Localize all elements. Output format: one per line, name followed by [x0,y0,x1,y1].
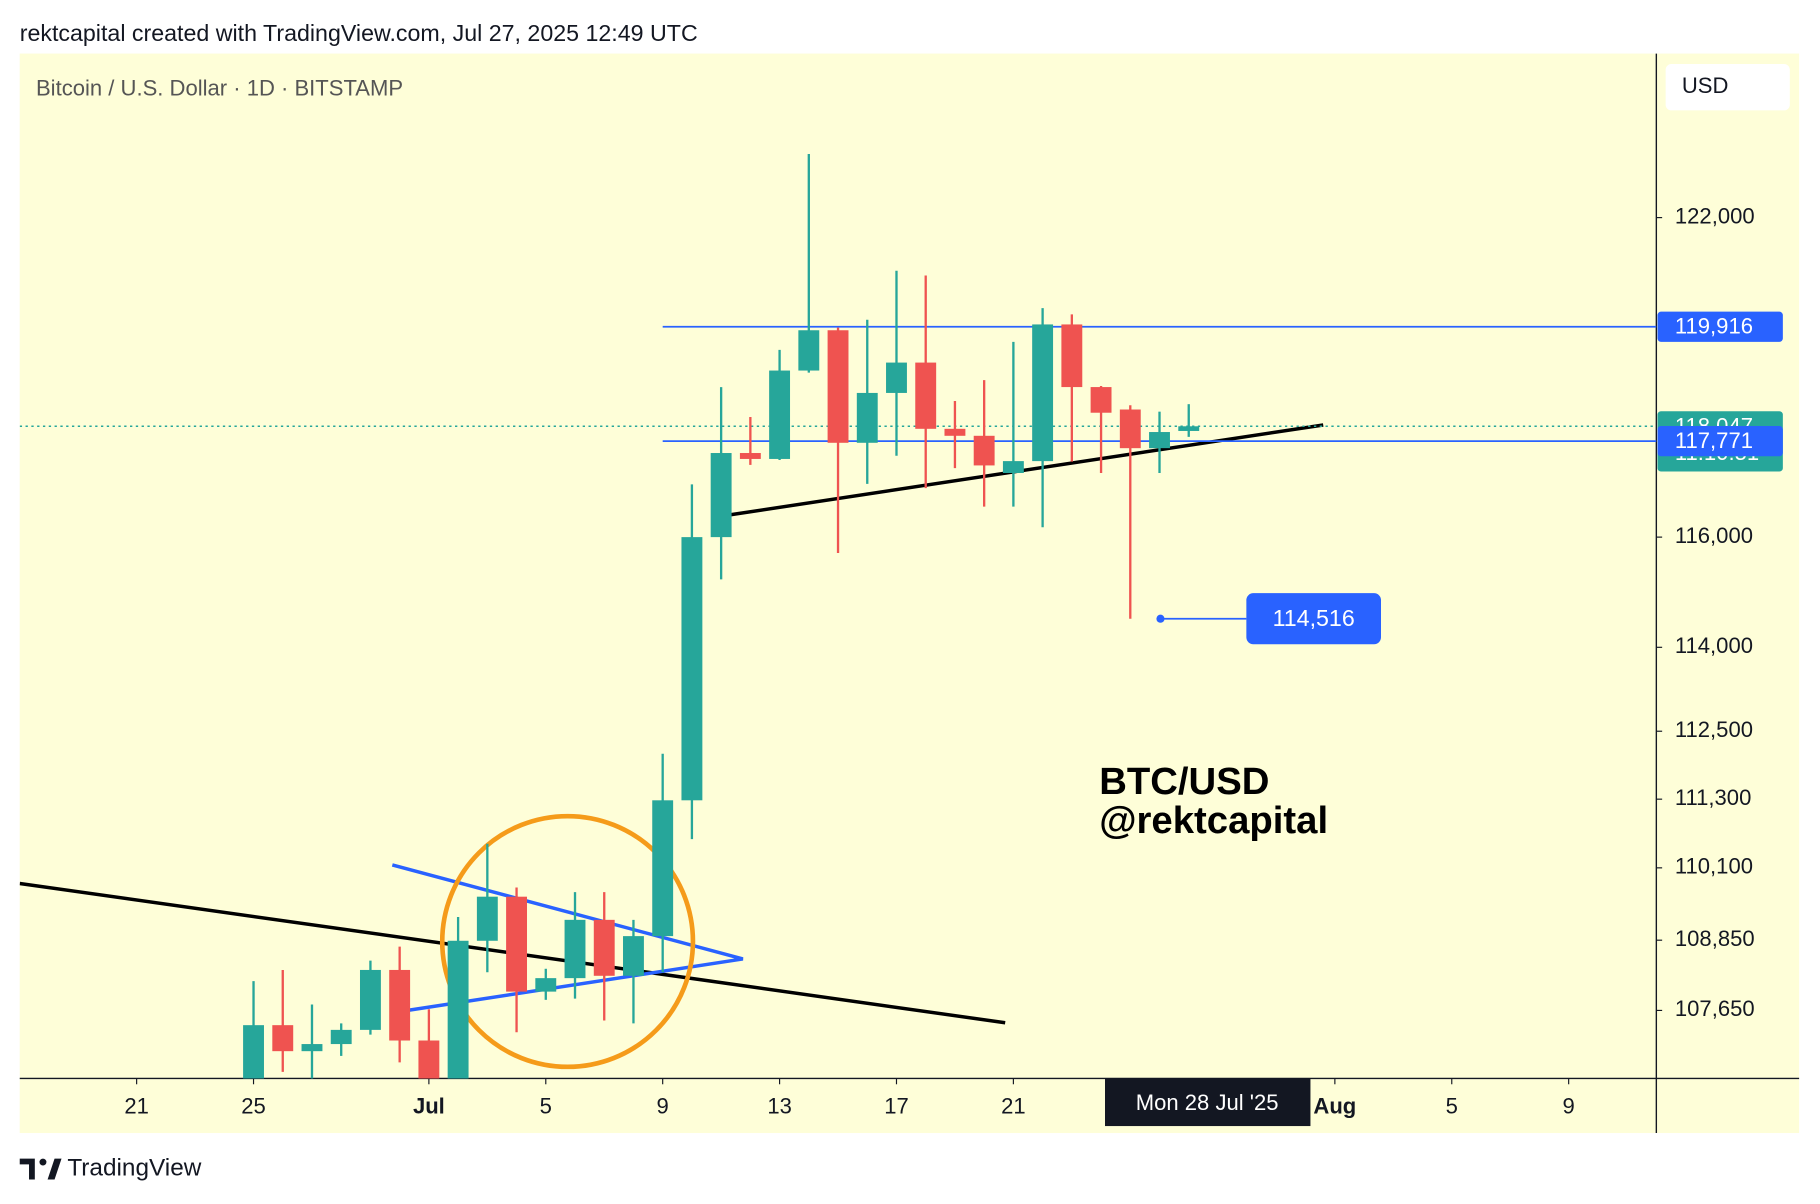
logo-icon [19,1158,62,1180]
candle-body [856,392,878,443]
highlight-circle [439,813,696,1070]
price-tag-label: 117,771 [1675,428,1753,453]
y-tick-label: 108,850 [1675,926,1755,951]
candle-body [739,453,761,459]
candle-body [564,919,586,979]
candle-body [476,896,498,941]
x-tick-label: 9 [1563,1093,1575,1118]
y-tick-label: 107,650 [1675,996,1755,1021]
candle-body [535,978,557,992]
chart-background [19,53,1800,1134]
footer-brand: TradingView [67,1154,201,1181]
candle-body [418,1040,440,1079]
candle-body [1090,387,1112,413]
candle-body [330,1029,352,1045]
candle-body [944,428,966,436]
candle-body [301,1044,323,1052]
candles [19,154,1657,1079]
y-tick-label: 110,100 [1675,854,1753,879]
candle-body [1149,432,1170,449]
candle-body [1032,324,1054,462]
x-tick-label: 5 [1446,1093,1458,1118]
y-tick-label: 111,300 [1675,785,1751,810]
candle-body [798,330,820,371]
x-tick-label: 5 [540,1093,552,1118]
y-tick-label: 116,000 [1675,523,1753,548]
candle-body [973,435,995,466]
candle-body [652,800,674,937]
header-credit: rektcapital created with TradingView.com… [20,20,698,46]
candle-body [447,940,469,1079]
candle-body [827,330,849,443]
candle-body [769,370,791,459]
candle-body [623,936,644,976]
candle-body [389,969,411,1041]
annotation: @rektcapital [1099,799,1328,842]
candle-body [243,1025,264,1079]
candle-body [886,362,907,393]
currency-label: USD [1682,73,1729,98]
trendline [725,423,1324,518]
tradingview-logo [19,1158,62,1180]
crosshair-date: Mon 28 Jul '25 [1136,1090,1279,1115]
candle-body [710,453,732,538]
x-tick-label: Jul [413,1093,445,1118]
candle-body [506,896,528,992]
currency-box [1665,64,1790,111]
candle-body [359,969,381,1030]
x-tick-label: 21 [124,1093,149,1118]
symbol-title: Bitcoin / U.S. Dollar · 1D · BITSTAMP [36,75,403,100]
x-tick-label: 17 [884,1093,909,1118]
low-marker-label: 114,516 [1273,605,1355,631]
y-tick-label: 122,000 [1675,203,1755,228]
candle-body [1061,324,1083,388]
x-tick-label: 21 [1001,1093,1026,1118]
price-tag [1657,311,1783,342]
candle-body [593,919,615,976]
candle-body [1002,461,1024,473]
x-tick-label: 13 [767,1093,792,1118]
price-tag [1657,426,1783,457]
candle-body [272,1025,294,1052]
candle-body [1178,426,1200,431]
low-marker-box [1246,593,1382,645]
x-tick-label: 25 [241,1093,266,1118]
candle-body [915,362,937,429]
annotation: BTC/USD [1099,760,1269,803]
candle-body [1119,409,1141,449]
price-tag-label: 119,916 [1675,314,1753,339]
y-tick-label: 114,000 [1675,633,1753,658]
y-tick-label: 112,500 [1675,717,1753,742]
candle-body [681,537,703,801]
x-tick-label: Aug [1313,1093,1356,1118]
crosshair-date-box [1105,1078,1311,1127]
x-tick-label: 9 [657,1093,669,1118]
